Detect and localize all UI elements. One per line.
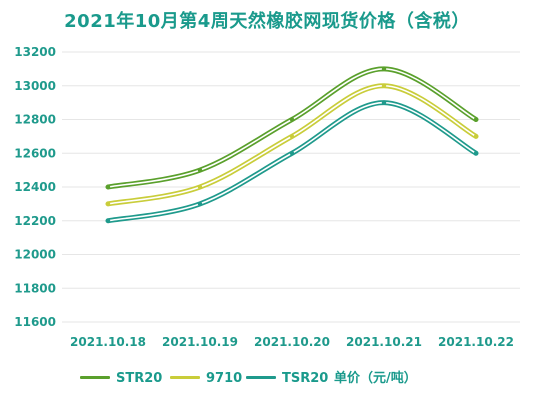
y-tick-label: 13200	[14, 45, 56, 59]
data-point	[197, 167, 203, 173]
y-tick-label: 12800	[14, 113, 56, 127]
legend: STR20 9710 TSR20 单价（元/吨）	[0, 368, 534, 390]
legend-swatch-str20	[80, 376, 110, 379]
y-tick-label: 12600	[14, 146, 56, 160]
x-tick-label: 2021.10.22	[438, 335, 514, 349]
y-tick-label: 12200	[14, 214, 56, 228]
data-point	[473, 117, 479, 122]
legend-swatch-tsr20	[246, 376, 276, 379]
data-point	[105, 218, 111, 223]
data-point	[197, 184, 203, 190]
legend-label-tsr20: TSR20	[282, 371, 329, 386]
grid-layer	[62, 51, 520, 323]
data-point	[289, 134, 295, 139]
legend-label-str20: STR20	[116, 371, 163, 386]
series-layer	[105, 66, 479, 224]
x-tick-label: 2021.10.19	[162, 335, 238, 349]
data-point	[381, 100, 387, 105]
x-axis-ticks: 2021.10.18 2021.10.19 2021.10.20 2021.10.21…	[70, 335, 514, 349]
series-line-highlight	[107, 84, 477, 205]
data-point	[289, 151, 295, 156]
y-tick-label: 11600	[14, 315, 56, 329]
y-tick-label: 11800	[14, 281, 56, 295]
chart-title: 2021年10月第4周天然橡胶网现货价格（含税）	[64, 11, 470, 32]
data-point	[289, 117, 295, 122]
unit-label: 单价（元/吨）	[334, 371, 417, 386]
data-point	[473, 151, 479, 156]
data-point	[105, 184, 111, 190]
y-tick-label: 12000	[14, 248, 56, 262]
legend-swatch-9710	[170, 376, 200, 379]
x-tick-label: 2021.10.18	[70, 335, 146, 349]
y-axis-ticks: 11600 11800 12000 12200 12400 12600 12800 13000…	[14, 45, 56, 329]
x-tick-label: 2021.10.20	[254, 335, 330, 349]
data-point	[197, 201, 203, 207]
data-point	[105, 201, 111, 207]
data-point	[381, 66, 387, 72]
series-line-str20	[105, 66, 479, 190]
legend-label-9710: 9710	[206, 371, 243, 386]
y-tick-label: 12400	[14, 180, 56, 194]
x-tick-label: 2021.10.21	[346, 335, 422, 349]
series-line-9710	[105, 83, 479, 207]
y-tick-label: 13000	[14, 79, 56, 93]
data-point	[473, 134, 479, 139]
series-line-highlight	[107, 68, 477, 188]
data-point	[381, 83, 387, 88]
